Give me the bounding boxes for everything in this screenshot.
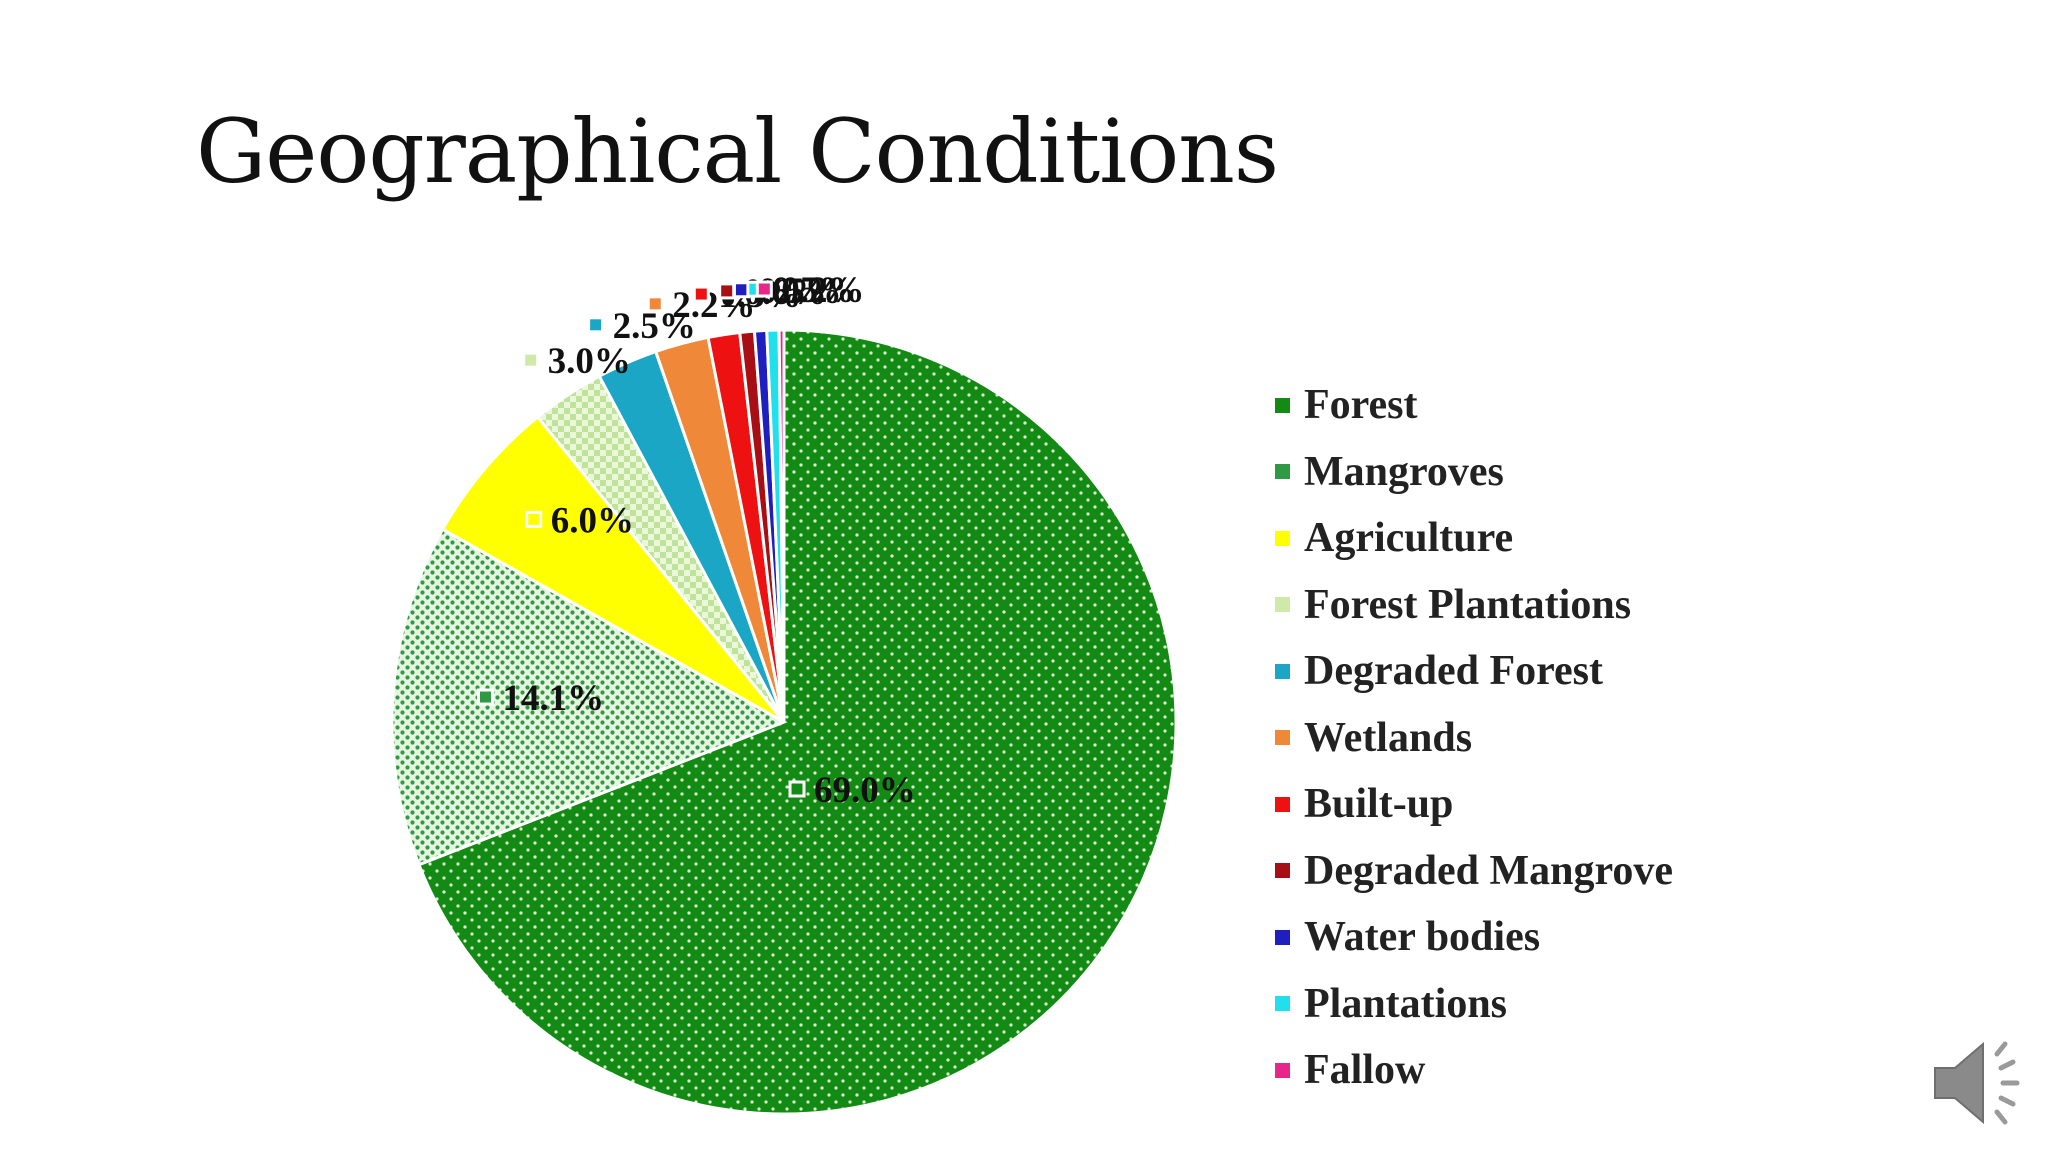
data-label-fallow: 0.2% <box>755 270 865 311</box>
legend-swatch <box>1275 464 1290 480</box>
legend-label: Degraded Forest <box>1304 648 1603 695</box>
pie-slice-agriculture <box>440 414 786 724</box>
legend-label: Mangroves <box>1304 448 1504 495</box>
legend-item-degraded-mangrove: Degraded Mangrove <box>1275 838 1795 905</box>
data-label-mangroves: 14.1% <box>476 678 604 719</box>
pie-slice-fallow <box>777 328 786 723</box>
legend-swatch <box>1275 397 1290 413</box>
data-label-degraded-forest: 2.5% <box>587 306 696 347</box>
legend-item-built-up: Built-up <box>1275 771 1795 838</box>
data-label-marker <box>476 688 494 706</box>
legend-item-wetlands: Wetlands <box>1275 705 1795 772</box>
pie-labels: 69.0%14.1%6.0%3.0%2.5%2.2%1.3%0.6%0.5%0.… <box>476 270 916 811</box>
legend-item-degraded-forest: Degraded Forest <box>1275 638 1795 705</box>
legend-label: Plantations <box>1304 980 1508 1027</box>
legend-item-fallow: Fallow <box>1275 1037 1795 1104</box>
data-label-text: 0.5% <box>772 270 855 311</box>
data-label-plantations: 0.5% <box>746 270 855 311</box>
legend-swatch <box>1275 996 1290 1012</box>
legend-item-agriculture: Agriculture <box>1275 505 1795 572</box>
legend-item-forest: Forest <box>1275 372 1795 439</box>
legend-label: Built-up <box>1304 781 1454 828</box>
pie-slices <box>390 328 1178 1116</box>
legend-swatch <box>1275 663 1290 679</box>
data-label-marker <box>755 280 773 298</box>
legend-label: Forest <box>1304 382 1418 429</box>
data-label-marker <box>788 780 806 798</box>
data-label-marker <box>732 281 750 299</box>
legend-label: Degraded Mangrove <box>1304 847 1673 894</box>
legend-swatch <box>1275 530 1290 546</box>
data-label-marker <box>692 285 710 303</box>
chart-legend: Forest Mangroves Agriculture Forest Plantat… <box>1275 372 1795 1104</box>
legend-label: Fallow <box>1304 1047 1426 1094</box>
legend-item-water-bodies: Water bodies <box>1275 904 1795 971</box>
data-label-marker <box>525 510 543 528</box>
data-label-marker <box>522 351 540 369</box>
data-label-text: 69.0% <box>814 770 916 811</box>
data-label-text: 2.5% <box>613 306 696 347</box>
slide-title: Geographical Conditions <box>196 100 1279 203</box>
data-label-text: 0.2% <box>781 270 864 311</box>
speaker-icon[interactable] <box>1925 1028 2035 1138</box>
data-label-marker <box>718 282 736 300</box>
legend-label: Wetlands <box>1304 714 1473 761</box>
data-label-text: 6.0% <box>551 500 634 541</box>
data-label-text: 14.1% <box>502 678 604 719</box>
legend-swatch <box>1275 863 1290 879</box>
data-label-agriculture: 6.0% <box>525 500 634 541</box>
legend-swatch <box>1275 929 1290 945</box>
data-label-forest-plantations: 3.0% <box>522 341 631 382</box>
legend-item-mangroves: Mangroves <box>1275 439 1795 506</box>
pie-slice-forest <box>416 328 1178 1116</box>
legend-label: Forest Plantations <box>1304 581 1632 628</box>
pie-slice-mangroves <box>390 527 788 867</box>
data-label-text: 3.0% <box>548 341 631 382</box>
data-label-water-bodies: 0.5% <box>732 271 842 312</box>
legend-swatch <box>1275 597 1290 613</box>
legend-item-plantations: Plantations <box>1275 971 1795 1038</box>
data-label-marker <box>587 316 605 334</box>
legend-swatch <box>1275 1062 1290 1078</box>
data-label-marker <box>646 295 664 313</box>
data-label-forest: 69.0% <box>788 770 916 811</box>
legend-swatch <box>1275 796 1290 812</box>
legend-item-forest-plantations: Forest Plantations <box>1275 572 1795 639</box>
legend-swatch <box>1275 730 1290 746</box>
legend-label: Water bodies <box>1304 914 1541 961</box>
legend-label: Agriculture <box>1304 515 1514 562</box>
